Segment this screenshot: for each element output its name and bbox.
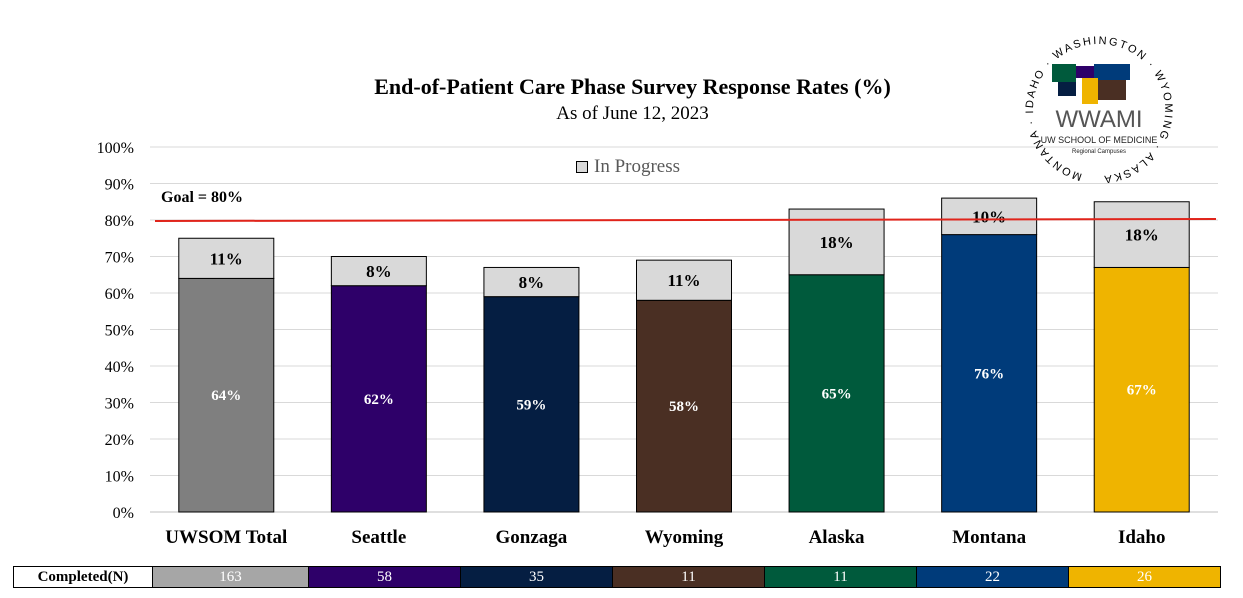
table-cell-completed-n: 11: [612, 566, 765, 588]
data-label-in-progress: 11%: [210, 249, 243, 268]
y-tick-label: 0%: [113, 505, 134, 522]
data-label-completed: 65%: [822, 386, 852, 402]
y-tick-label: 100%: [97, 140, 134, 157]
data-label-completed: 64%: [211, 388, 241, 404]
y-tick-label: 50%: [105, 323, 134, 340]
y-tick-label: 10%: [105, 469, 134, 486]
x-tick-label: Montana: [952, 527, 1026, 548]
x-tick-label: Wyoming: [645, 527, 724, 548]
data-label-completed: 76%: [974, 366, 1004, 382]
table-header: Completed(N): [13, 566, 153, 588]
bar-in-progress: [330, 256, 427, 287]
x-tick-label: UWSOM Total: [165, 527, 287, 548]
x-tick-label: Gonzaga: [496, 527, 568, 548]
table-cell-completed-n: 11: [764, 566, 917, 588]
data-label-in-progress: 8%: [519, 273, 545, 292]
data-label-in-progress: 11%: [667, 271, 700, 290]
chart-subtitle: As of June 12, 2023: [556, 103, 709, 124]
y-tick-label: 40%: [105, 359, 134, 376]
data-label-in-progress: 18%: [820, 233, 854, 252]
y-tick-label: 70%: [105, 250, 134, 267]
y-tick-label: 90%: [105, 177, 134, 194]
y-tick-label: 60%: [105, 286, 134, 303]
x-tick-label: Alaska: [809, 527, 865, 548]
data-label-completed: 58%: [669, 399, 699, 415]
bar-completed: [788, 274, 885, 513]
goal-line: [154, 218, 1217, 222]
completed-n-table: Completed(N) 163 58 35 11 11 22 26: [13, 566, 1221, 588]
bar-in-progress: [483, 266, 580, 298]
svg-text:Regional Campuses: Regional Campuses: [1072, 149, 1126, 155]
wwami-logo: MONTANA · IDAHO · WASHINGTON · WYOMING ·…: [1024, 35, 1172, 185]
svg-text:WWAMI: WWAMI: [1055, 106, 1142, 133]
bar-completed: [178, 277, 275, 513]
data-label-in-progress: 8%: [366, 262, 392, 281]
data-label-in-progress: 18%: [1125, 226, 1159, 245]
bar-in-progress: [941, 197, 1038, 236]
y-tick-label: 30%: [105, 396, 134, 413]
data-label-completed: 59%: [516, 397, 546, 413]
table-cell-completed-n: 26: [1068, 566, 1221, 588]
data-label-in-progress: 10%: [972, 207, 1006, 226]
bar-completed: [636, 299, 732, 513]
y-tick-label: 80%: [105, 213, 134, 230]
bar-in-progress: [178, 237, 275, 279]
x-tick-label: Seattle: [351, 527, 406, 548]
bar-in-progress: [1093, 201, 1190, 268]
data-label-completed: 67%: [1127, 383, 1157, 399]
table-cell-completed-n: 58: [308, 566, 461, 588]
svg-text:UW SCHOOL OF MEDICINE: UW SCHOOL OF MEDICINE: [1041, 135, 1158, 145]
table-cell-completed-n: 22: [916, 566, 1069, 588]
goal-label: Goal = 80%: [161, 189, 244, 206]
chart-title: End-of-Patient Care Phase Survey Respons…: [374, 74, 891, 99]
bar-completed: [941, 234, 1038, 513]
bar-completed: [1093, 266, 1190, 513]
bar-completed: [483, 296, 580, 513]
table-cell-completed-n: 163: [152, 566, 309, 588]
x-tick-label: Idaho: [1118, 527, 1166, 548]
y-tick-label: 20%: [105, 432, 134, 449]
data-label-completed: 62%: [364, 392, 394, 408]
legend-swatch-in-progress: [576, 161, 588, 173]
legend: In Progress: [576, 156, 680, 178]
legend-label-in-progress: In Progress: [594, 156, 681, 177]
table-cell-completed-n: 35: [460, 566, 613, 588]
bar-in-progress: [636, 259, 732, 301]
